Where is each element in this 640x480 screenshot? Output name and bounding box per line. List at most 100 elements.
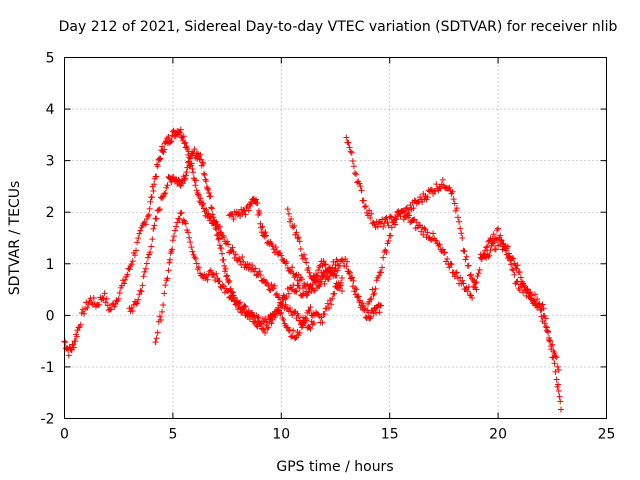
data-point bbox=[424, 194, 431, 201]
data-point bbox=[460, 247, 467, 254]
y-tick-label: 2 bbox=[46, 205, 55, 221]
data-point bbox=[451, 273, 458, 280]
data-point bbox=[99, 294, 106, 301]
x-tick-label: 0 bbox=[60, 427, 69, 443]
data-point bbox=[551, 360, 558, 367]
data-point bbox=[489, 240, 496, 247]
data-point bbox=[350, 163, 357, 170]
data-point bbox=[306, 307, 313, 314]
data-point bbox=[541, 320, 548, 327]
data-point bbox=[367, 296, 374, 303]
data-point bbox=[321, 271, 328, 278]
data-point bbox=[208, 205, 215, 212]
data-point bbox=[378, 269, 385, 276]
data-point bbox=[516, 268, 523, 275]
data-point bbox=[84, 304, 91, 311]
data-point bbox=[510, 255, 517, 262]
data-point bbox=[265, 282, 272, 289]
grid bbox=[64, 57, 607, 419]
data-point bbox=[67, 345, 74, 352]
data-point bbox=[556, 393, 563, 400]
data-point bbox=[200, 200, 207, 207]
data-point bbox=[374, 223, 381, 230]
series-track-g bbox=[365, 208, 564, 413]
data-point bbox=[324, 300, 331, 307]
data-point bbox=[133, 301, 140, 308]
data-point bbox=[153, 335, 160, 342]
data-point bbox=[188, 244, 195, 251]
data-point bbox=[292, 272, 299, 279]
data-point bbox=[358, 187, 365, 194]
data-point bbox=[301, 319, 308, 326]
data-point bbox=[277, 250, 284, 257]
data-point bbox=[165, 267, 172, 274]
data-point bbox=[384, 219, 391, 226]
plot-frame bbox=[64, 57, 607, 419]
data-point bbox=[165, 133, 172, 140]
data-point bbox=[436, 241, 443, 248]
data-point bbox=[557, 398, 564, 405]
data-point bbox=[129, 258, 136, 265]
data-point bbox=[290, 224, 297, 231]
data-point bbox=[446, 184, 453, 191]
data-point bbox=[206, 190, 213, 197]
data-point bbox=[153, 215, 160, 222]
data-point bbox=[288, 215, 295, 222]
data-point bbox=[316, 278, 323, 285]
data-point bbox=[459, 234, 466, 241]
data-point bbox=[112, 301, 119, 308]
data-point bbox=[213, 226, 220, 233]
data-point bbox=[260, 276, 267, 283]
data-point bbox=[229, 244, 236, 251]
data-point bbox=[347, 148, 354, 155]
data-point bbox=[207, 193, 214, 200]
data-point bbox=[237, 258, 244, 265]
data-point bbox=[537, 306, 544, 313]
data-point bbox=[224, 272, 231, 279]
data-point bbox=[433, 181, 440, 188]
data-point bbox=[205, 186, 212, 193]
data-point bbox=[161, 190, 168, 197]
data-point bbox=[310, 319, 317, 326]
data-point bbox=[202, 176, 209, 183]
data-point bbox=[483, 244, 490, 251]
data-point bbox=[424, 229, 431, 236]
data-point bbox=[484, 243, 491, 250]
data-point bbox=[505, 250, 512, 257]
data-point bbox=[156, 206, 163, 213]
data-point bbox=[509, 266, 516, 273]
data-point bbox=[331, 267, 338, 274]
data-point bbox=[553, 376, 560, 383]
data-point bbox=[159, 148, 166, 155]
data-point bbox=[276, 294, 283, 301]
data-point bbox=[182, 139, 189, 146]
data-point bbox=[471, 283, 478, 290]
data-point bbox=[466, 272, 473, 279]
data-point bbox=[142, 265, 149, 272]
data-point bbox=[352, 285, 359, 292]
y-tick-label: -1 bbox=[41, 360, 55, 376]
data-point bbox=[121, 280, 128, 287]
data-point bbox=[230, 216, 237, 223]
data-point bbox=[256, 209, 263, 216]
data-point bbox=[350, 277, 357, 284]
data-point bbox=[421, 225, 428, 232]
data-point bbox=[162, 282, 169, 289]
data-point bbox=[209, 211, 216, 218]
data-point bbox=[539, 301, 546, 308]
data-point bbox=[302, 314, 309, 321]
data-point bbox=[183, 143, 190, 150]
data-point bbox=[249, 309, 256, 316]
data-point bbox=[418, 228, 425, 235]
data-point bbox=[450, 196, 457, 203]
data-point bbox=[283, 258, 290, 265]
data-point bbox=[215, 236, 222, 243]
data-point bbox=[469, 275, 476, 282]
data-point bbox=[211, 219, 218, 226]
data-point bbox=[149, 236, 156, 243]
data-point bbox=[504, 243, 511, 250]
data-point bbox=[368, 295, 375, 302]
data-point bbox=[264, 325, 271, 332]
data-point bbox=[157, 316, 164, 323]
data-point bbox=[449, 188, 456, 195]
